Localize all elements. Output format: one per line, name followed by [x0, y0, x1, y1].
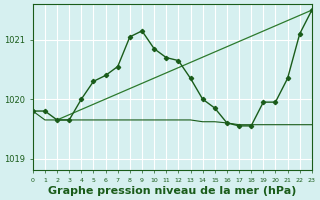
X-axis label: Graphe pression niveau de la mer (hPa): Graphe pression niveau de la mer (hPa)	[48, 186, 297, 196]
